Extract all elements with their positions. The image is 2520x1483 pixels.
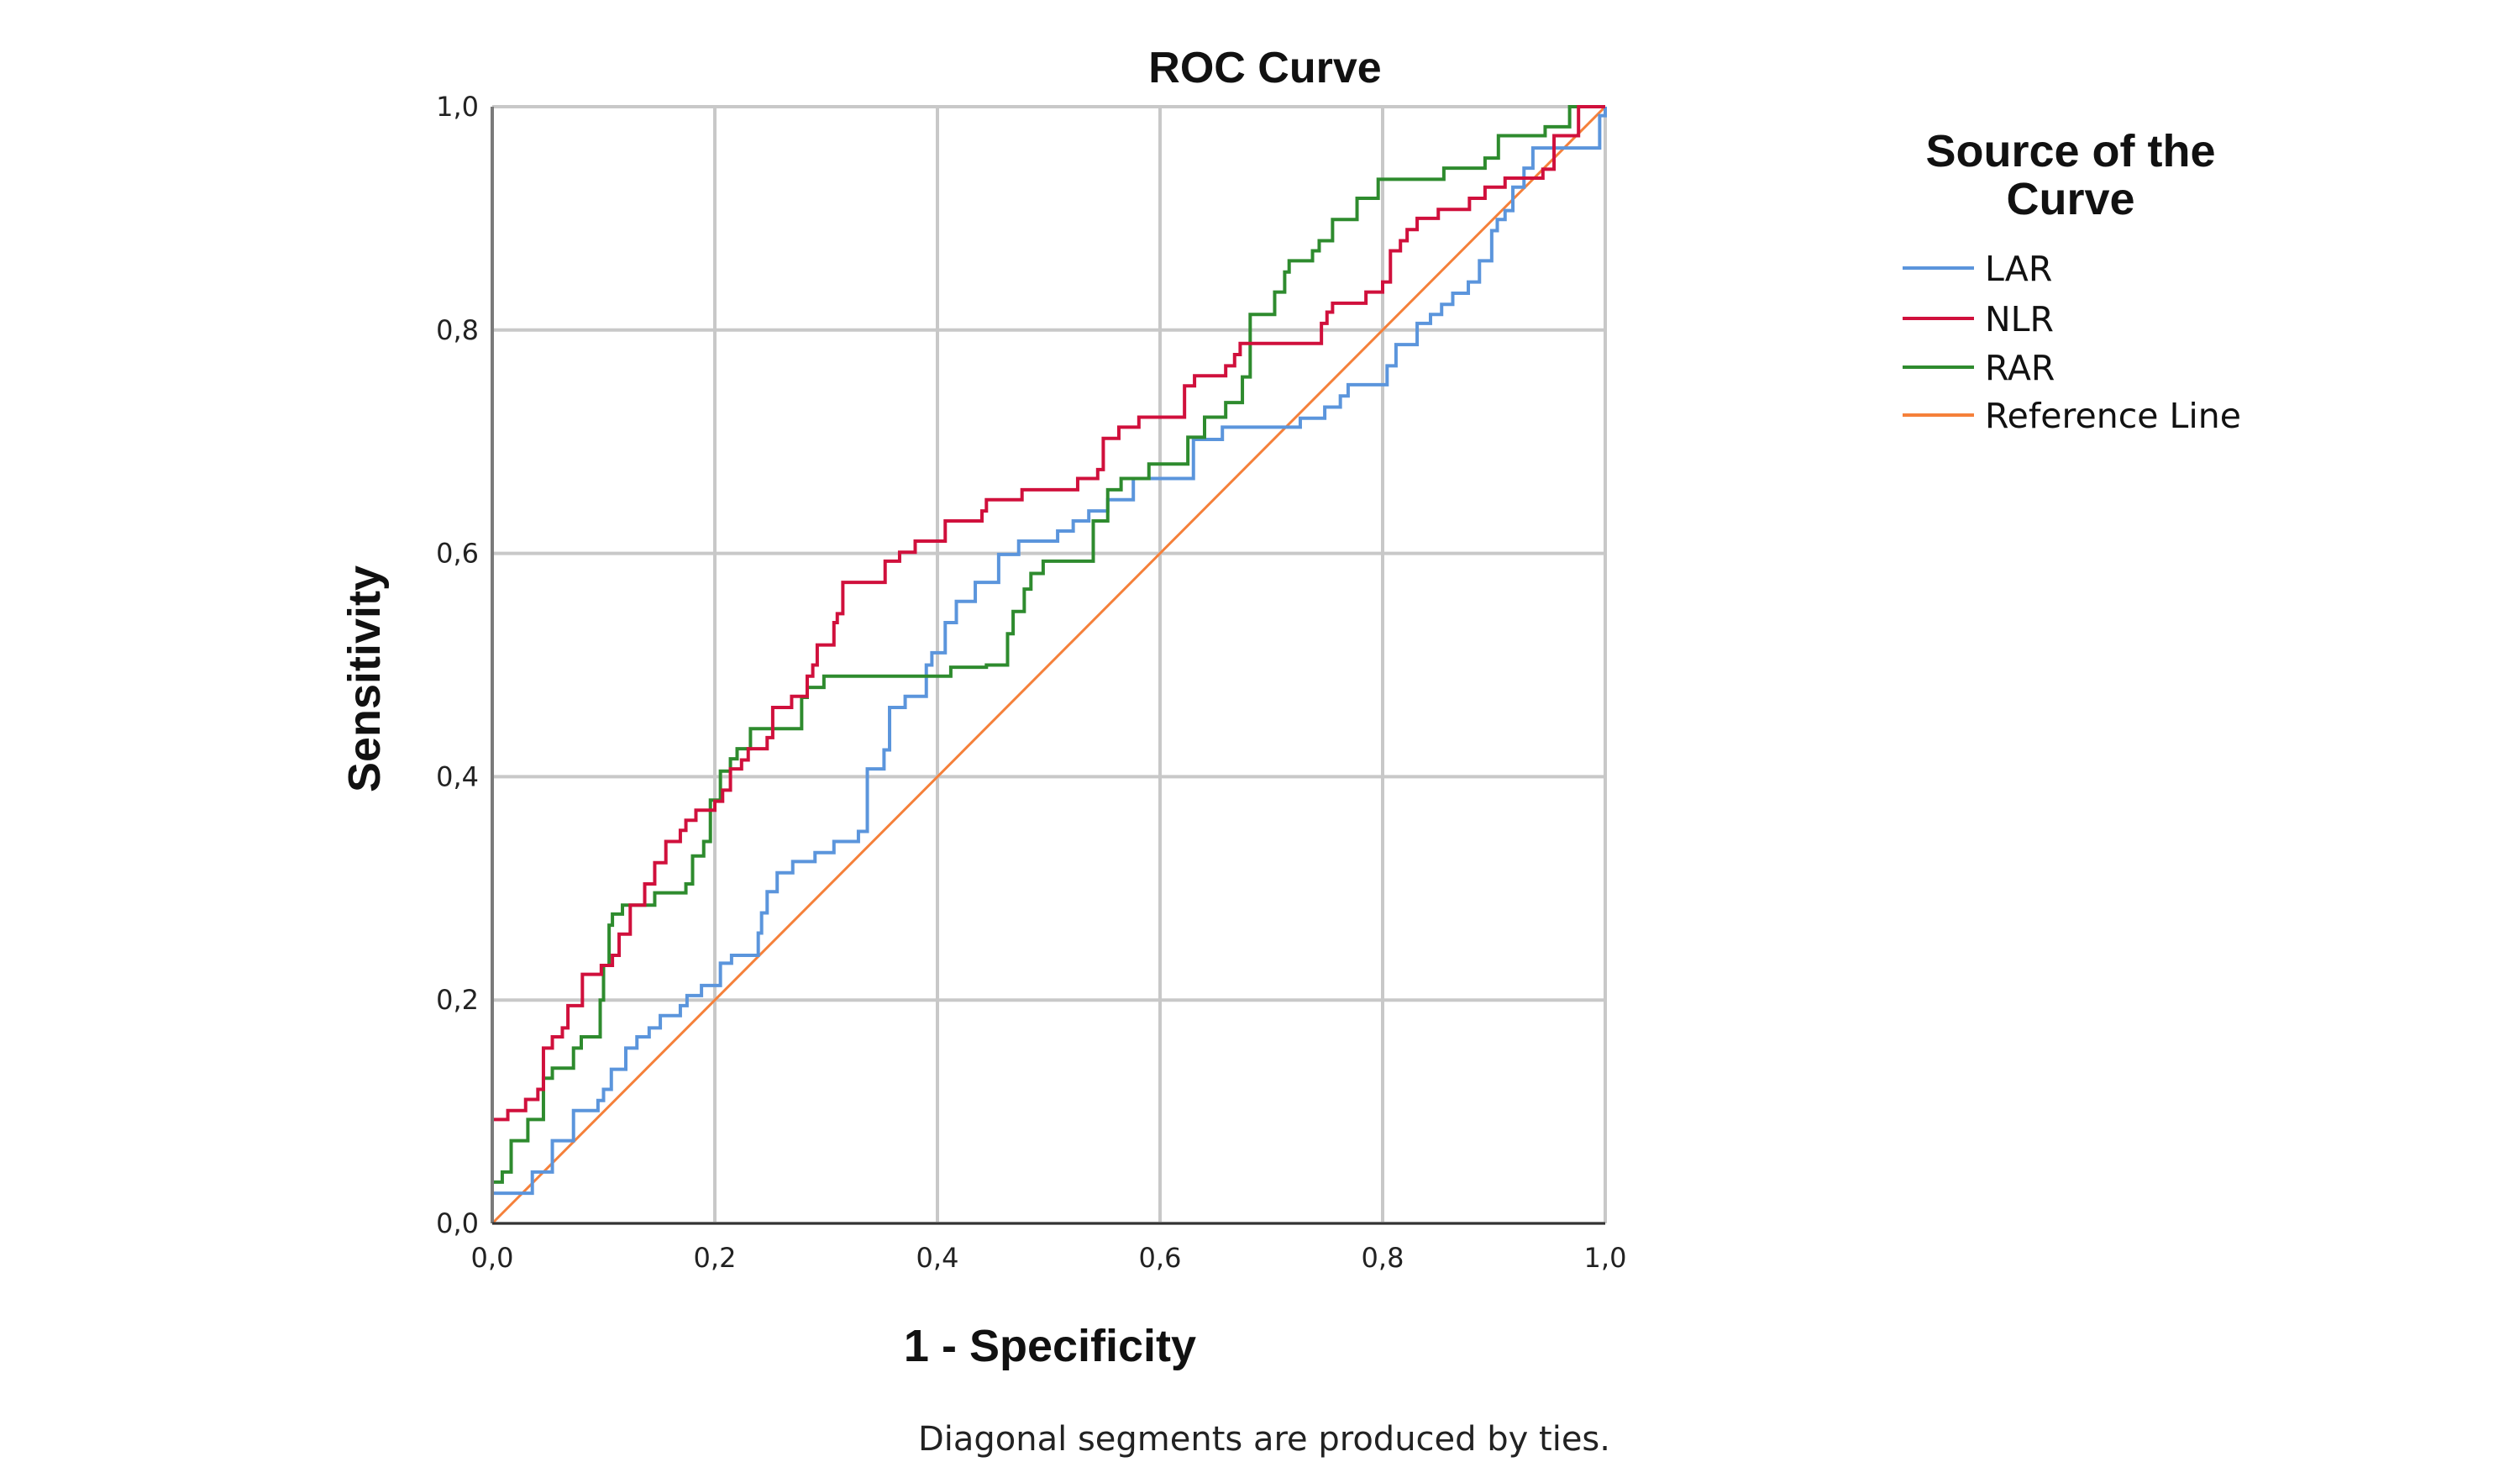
x-tick-label: 1,0 [1584, 1242, 1627, 1274]
x-tick-label: 0,8 [1362, 1242, 1404, 1274]
legend-label-rar: RAR [1985, 348, 2055, 388]
legend-label-nlr: NLR [1985, 299, 2054, 339]
x-axis-label: 1 - Specificity [904, 1321, 1196, 1371]
legend-title-line-1: Source of the [1925, 126, 2215, 176]
chart-title: ROC Curve [1148, 44, 1381, 92]
series-line-rar [491, 105, 1605, 1223]
legend-label-lar: LAR [1985, 249, 2052, 289]
series-group [491, 105, 1607, 1225]
axes [491, 107, 1605, 1225]
y-tick-label: 1,0 [436, 91, 479, 123]
x-tick-label: 0,6 [1139, 1242, 1182, 1274]
legend-label-reference-line: Reference Line [1985, 396, 2241, 436]
series-line-lar [491, 107, 1607, 1223]
x-tick-labels: 0,0 0,2 0,4 0,6 0,8 1,0 [471, 1242, 1627, 1274]
x-tick-label: 0,2 [694, 1242, 737, 1274]
y-axis-label: Sensitivity [339, 565, 390, 792]
series-line-reference-line [491, 105, 1607, 1225]
y-tick-labels: 0,0 0,2 0,4 0,6 0,8 1,0 [436, 91, 479, 1239]
y-tick-label: 0,4 [436, 760, 479, 792]
legend: Source of the Curve LAR NLR RAR Reference L… [1903, 126, 2241, 436]
series-line-nlr [491, 105, 1605, 1223]
y-tick-label: 0,8 [436, 314, 479, 346]
legend-title-line-2: Curve [2006, 174, 2134, 224]
x-tick-label: 0,4 [916, 1242, 959, 1274]
x-tick-label: 0,0 [471, 1242, 514, 1274]
y-tick-label: 0,2 [436, 984, 479, 1016]
footnote: Diagonal segments are produced by ties. [918, 1420, 1610, 1459]
y-tick-label: 0,0 [436, 1207, 479, 1239]
y-tick-label: 0,6 [436, 538, 479, 570]
